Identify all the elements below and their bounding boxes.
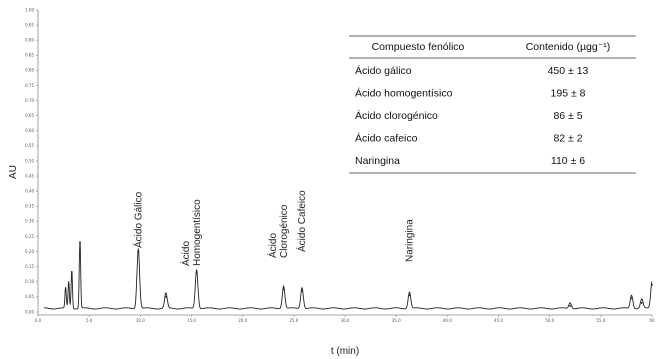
table-cell-content: 195 ± 8 xyxy=(551,88,586,100)
y-tick-label: 0.50 xyxy=(25,158,34,163)
y-tick-label: 0.05 xyxy=(25,294,34,299)
y-tick-label: 0.75 xyxy=(25,83,34,88)
x-tick-label: 55.0 xyxy=(596,318,605,323)
peak-point xyxy=(569,305,572,307)
y-tick-label: 0.55 xyxy=(25,143,34,148)
x-tick-label: 5.0 xyxy=(86,318,93,323)
trace-line xyxy=(44,241,653,310)
table-cell-content: 110 ± 6 xyxy=(551,155,585,167)
x-tick-label: 0.0 xyxy=(35,318,42,323)
y-tick-label: 0.85 xyxy=(25,53,34,58)
table-cell-content: 86 ± 5 xyxy=(553,110,582,122)
y-tick-label: 0.60 xyxy=(25,128,34,133)
y-tick-label: 0.25 xyxy=(25,234,34,239)
peak-point xyxy=(408,294,411,297)
y-tick-label: 0.10 xyxy=(25,279,34,284)
x-axis-title: t (min) xyxy=(331,346,359,357)
peak-point xyxy=(67,283,70,286)
peak-point xyxy=(195,271,198,274)
x-tick-label: 50.0 xyxy=(545,318,554,323)
x-tick-label: 60 xyxy=(649,318,655,323)
table-cell-content: 82 ± 2 xyxy=(553,133,582,145)
peak-label: Ácido Gálico xyxy=(131,191,144,248)
peak-point xyxy=(137,250,140,253)
table-cell-compound: Ácido gálico xyxy=(355,64,412,77)
y-tick-label: 0.20 xyxy=(25,249,34,254)
table-cell-compound: Ácido clorogénico xyxy=(355,109,438,122)
x-tick-label: 10.0 xyxy=(136,318,145,323)
x-tick-label: 25.0 xyxy=(289,318,298,323)
y-tick-label: 0.95 xyxy=(25,22,34,27)
peak-label: Ácido Cafeico xyxy=(295,190,308,252)
table-cell-compound: Ácido cafeico xyxy=(355,132,418,145)
y-tick-label: 0.65 xyxy=(25,113,34,118)
y-tick-label: 0.35 xyxy=(25,204,34,209)
peak-label: Naringina xyxy=(404,219,415,262)
table-header-content: Contenido (µgg⁻¹) xyxy=(526,41,611,53)
table-header-compound: Compuesto fenólico xyxy=(372,41,465,53)
x-tick-label: 15.0 xyxy=(187,318,196,323)
y-tick-label: 0.00 xyxy=(25,309,34,314)
y-tick-label: 0.40 xyxy=(25,188,34,193)
y-tick-label: 0.80 xyxy=(25,68,34,73)
peak-point xyxy=(640,302,643,304)
peak-point xyxy=(64,289,67,292)
phenolic-content-table: Compuesto fenólico Contenido (µgg⁻¹) Ácido… xyxy=(349,35,636,174)
table-cell-compound: Ácido homogentísico xyxy=(355,87,453,100)
x-tick-label: 30.0 xyxy=(341,318,350,323)
peak-label: Homogentísico xyxy=(192,199,203,266)
y-tick-label: 0.90 xyxy=(25,37,34,42)
table-cell-content: 450 ± 13 xyxy=(548,65,589,77)
y-tick-label: 0.45 xyxy=(25,173,34,178)
x-tick-label: 35.0 xyxy=(392,318,401,323)
peak-label: Clorogénico xyxy=(279,204,290,258)
y-tick-label: 0.70 xyxy=(25,98,34,103)
x-tick-label: 40.0 xyxy=(443,318,452,323)
y-tick-label: 0.15 xyxy=(25,264,34,269)
peak-point xyxy=(630,297,633,300)
peak-point xyxy=(79,241,81,244)
table-cell-compound: Naringina xyxy=(355,155,400,167)
chromatogram-trace xyxy=(44,241,653,310)
y-tick-label: 0.30 xyxy=(25,219,34,224)
peak-label: Ácido xyxy=(179,241,192,266)
y-axis-title: AU xyxy=(8,165,19,179)
peak-point xyxy=(301,289,303,292)
axes: 0.00 0.05 0.10 0.15 0.20 0.25 0.30 0.35 0.40 0.45… xyxy=(25,7,655,323)
y-tick-label: 1.00 xyxy=(25,7,34,12)
peak-point xyxy=(165,295,167,298)
peak-point xyxy=(282,288,285,291)
x-tick-label: 45.0 xyxy=(494,318,503,323)
peak-point xyxy=(651,283,653,286)
peak-point xyxy=(70,271,73,274)
peak-label: Ácido xyxy=(266,233,279,258)
x-tick-label: 20.0 xyxy=(238,318,247,323)
